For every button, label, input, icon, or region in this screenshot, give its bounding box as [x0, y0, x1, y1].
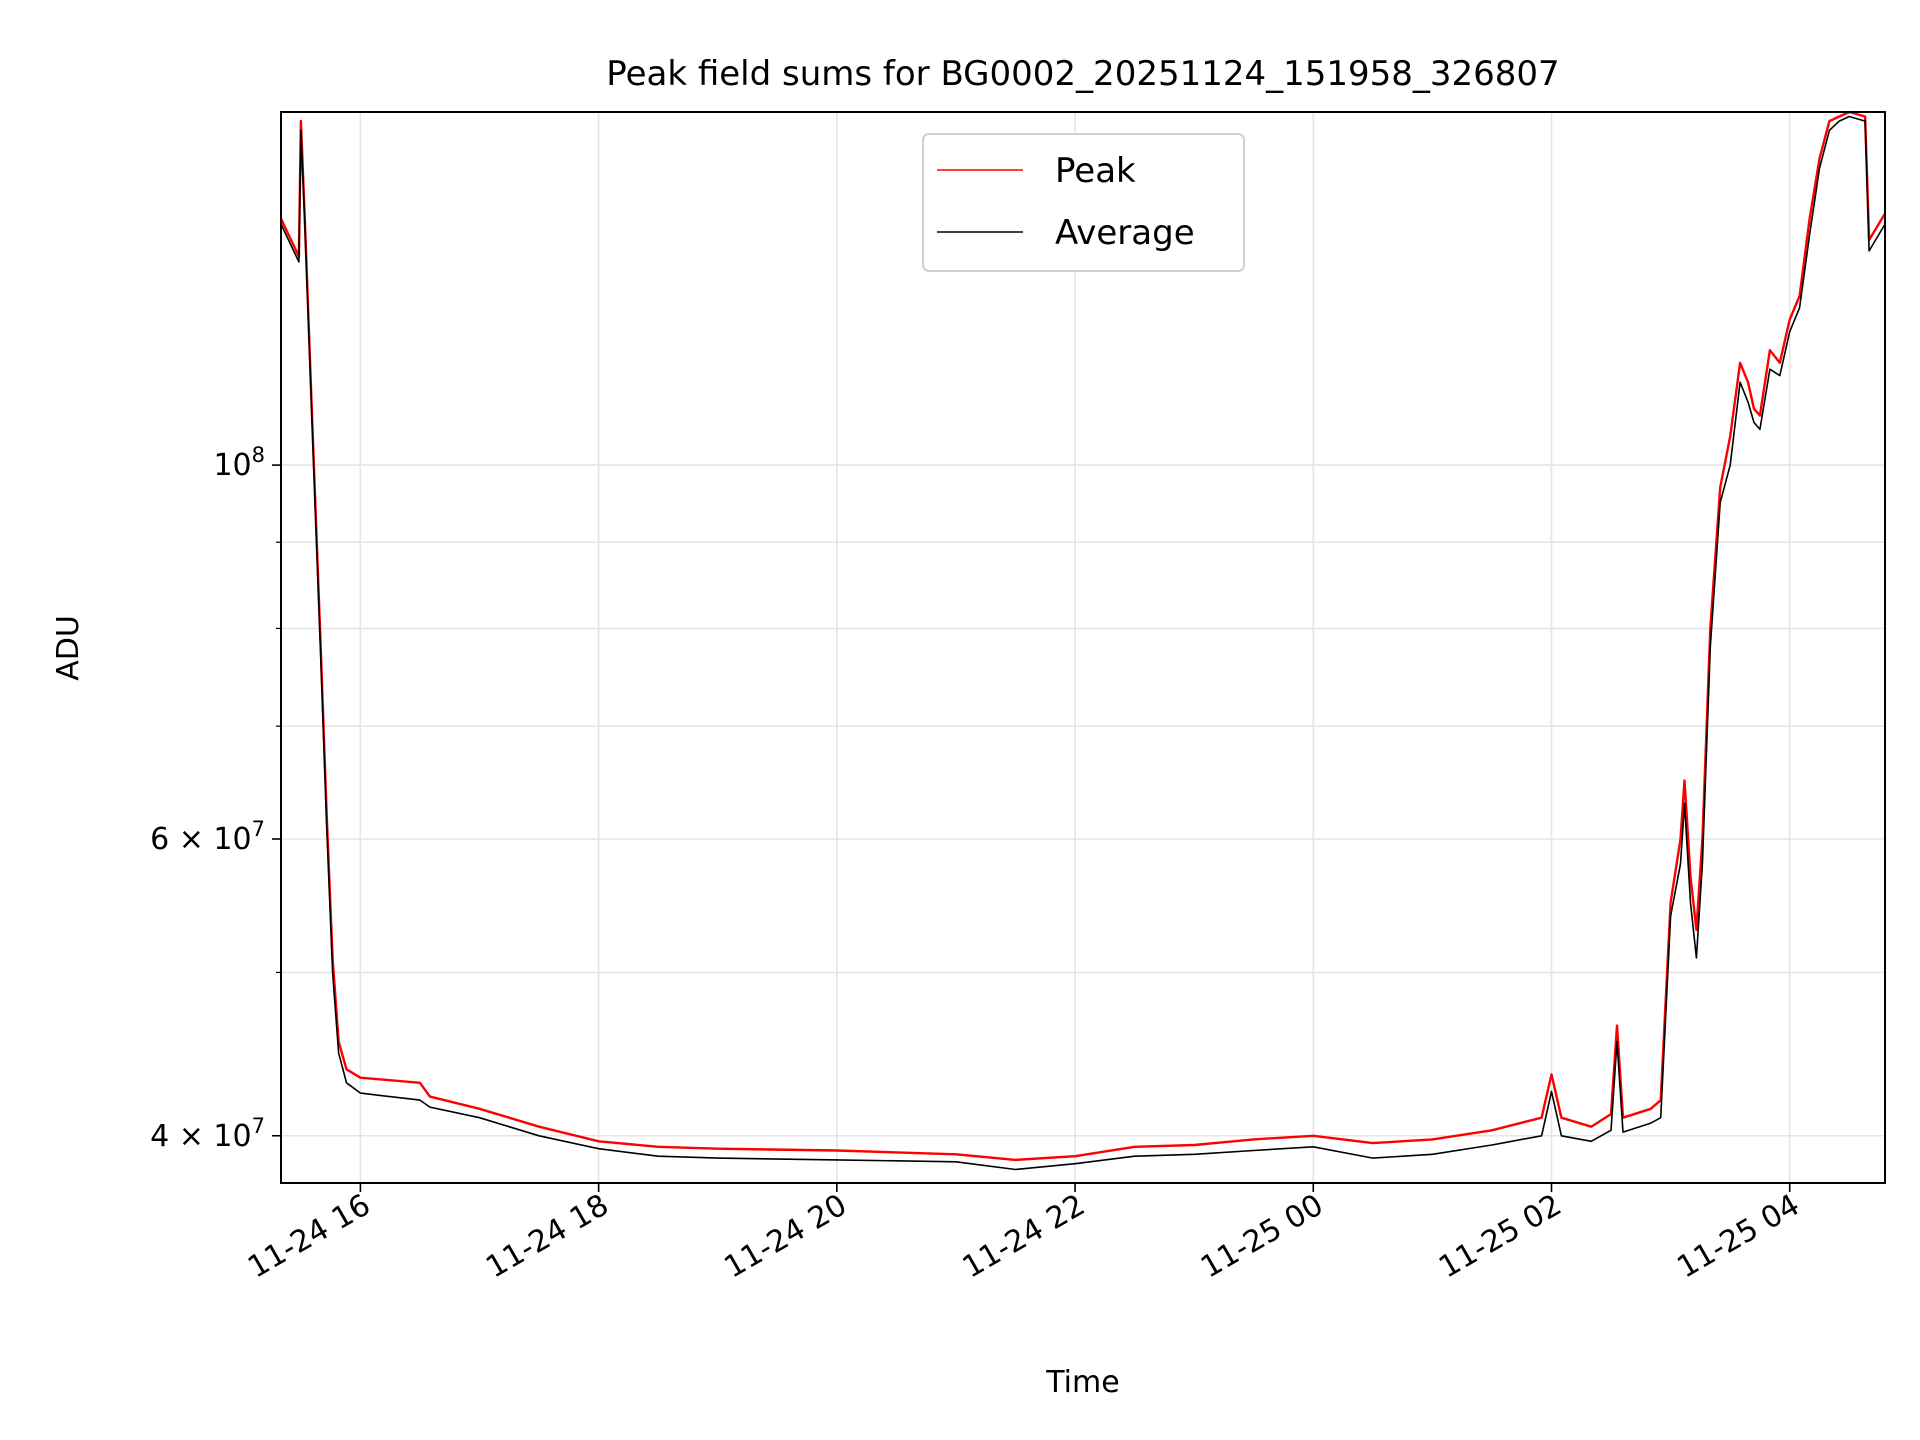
legend-label-average: Average: [1055, 213, 1195, 253]
y-tick-label: 6 × 107: [150, 817, 265, 857]
series-line-average: [280, 115, 1886, 1171]
chart-title: Peak field sums for BG0002_20251124_1519…: [606, 54, 1559, 94]
grid: [281, 112, 1885, 1183]
series-line-peak: [279, 110, 1887, 1162]
y-tick-label-exponent: 7: [252, 817, 265, 841]
y-tick-label-exponent: 8: [252, 443, 265, 467]
y-tick-label-base: 10: [213, 448, 251, 483]
legend-box: [922, 133, 1245, 272]
y-tick-label-base: 4 × 10: [150, 1119, 251, 1154]
plot-frame: [280, 111, 1886, 1184]
x-axis-label: Time: [1045, 1365, 1119, 1400]
series-lines: [279, 110, 1887, 1171]
legend-label-peak: Peak: [1055, 151, 1136, 191]
y-axis-label: ADU: [51, 615, 86, 681]
y-tick-label-exponent: 7: [252, 1114, 265, 1138]
y-tick-label: 108: [213, 443, 265, 483]
legend: Peak Average: [922, 133, 1245, 272]
y-tick-label: 4 × 107: [150, 1114, 265, 1154]
y-tick-label-base: 6 × 10: [150, 822, 251, 857]
